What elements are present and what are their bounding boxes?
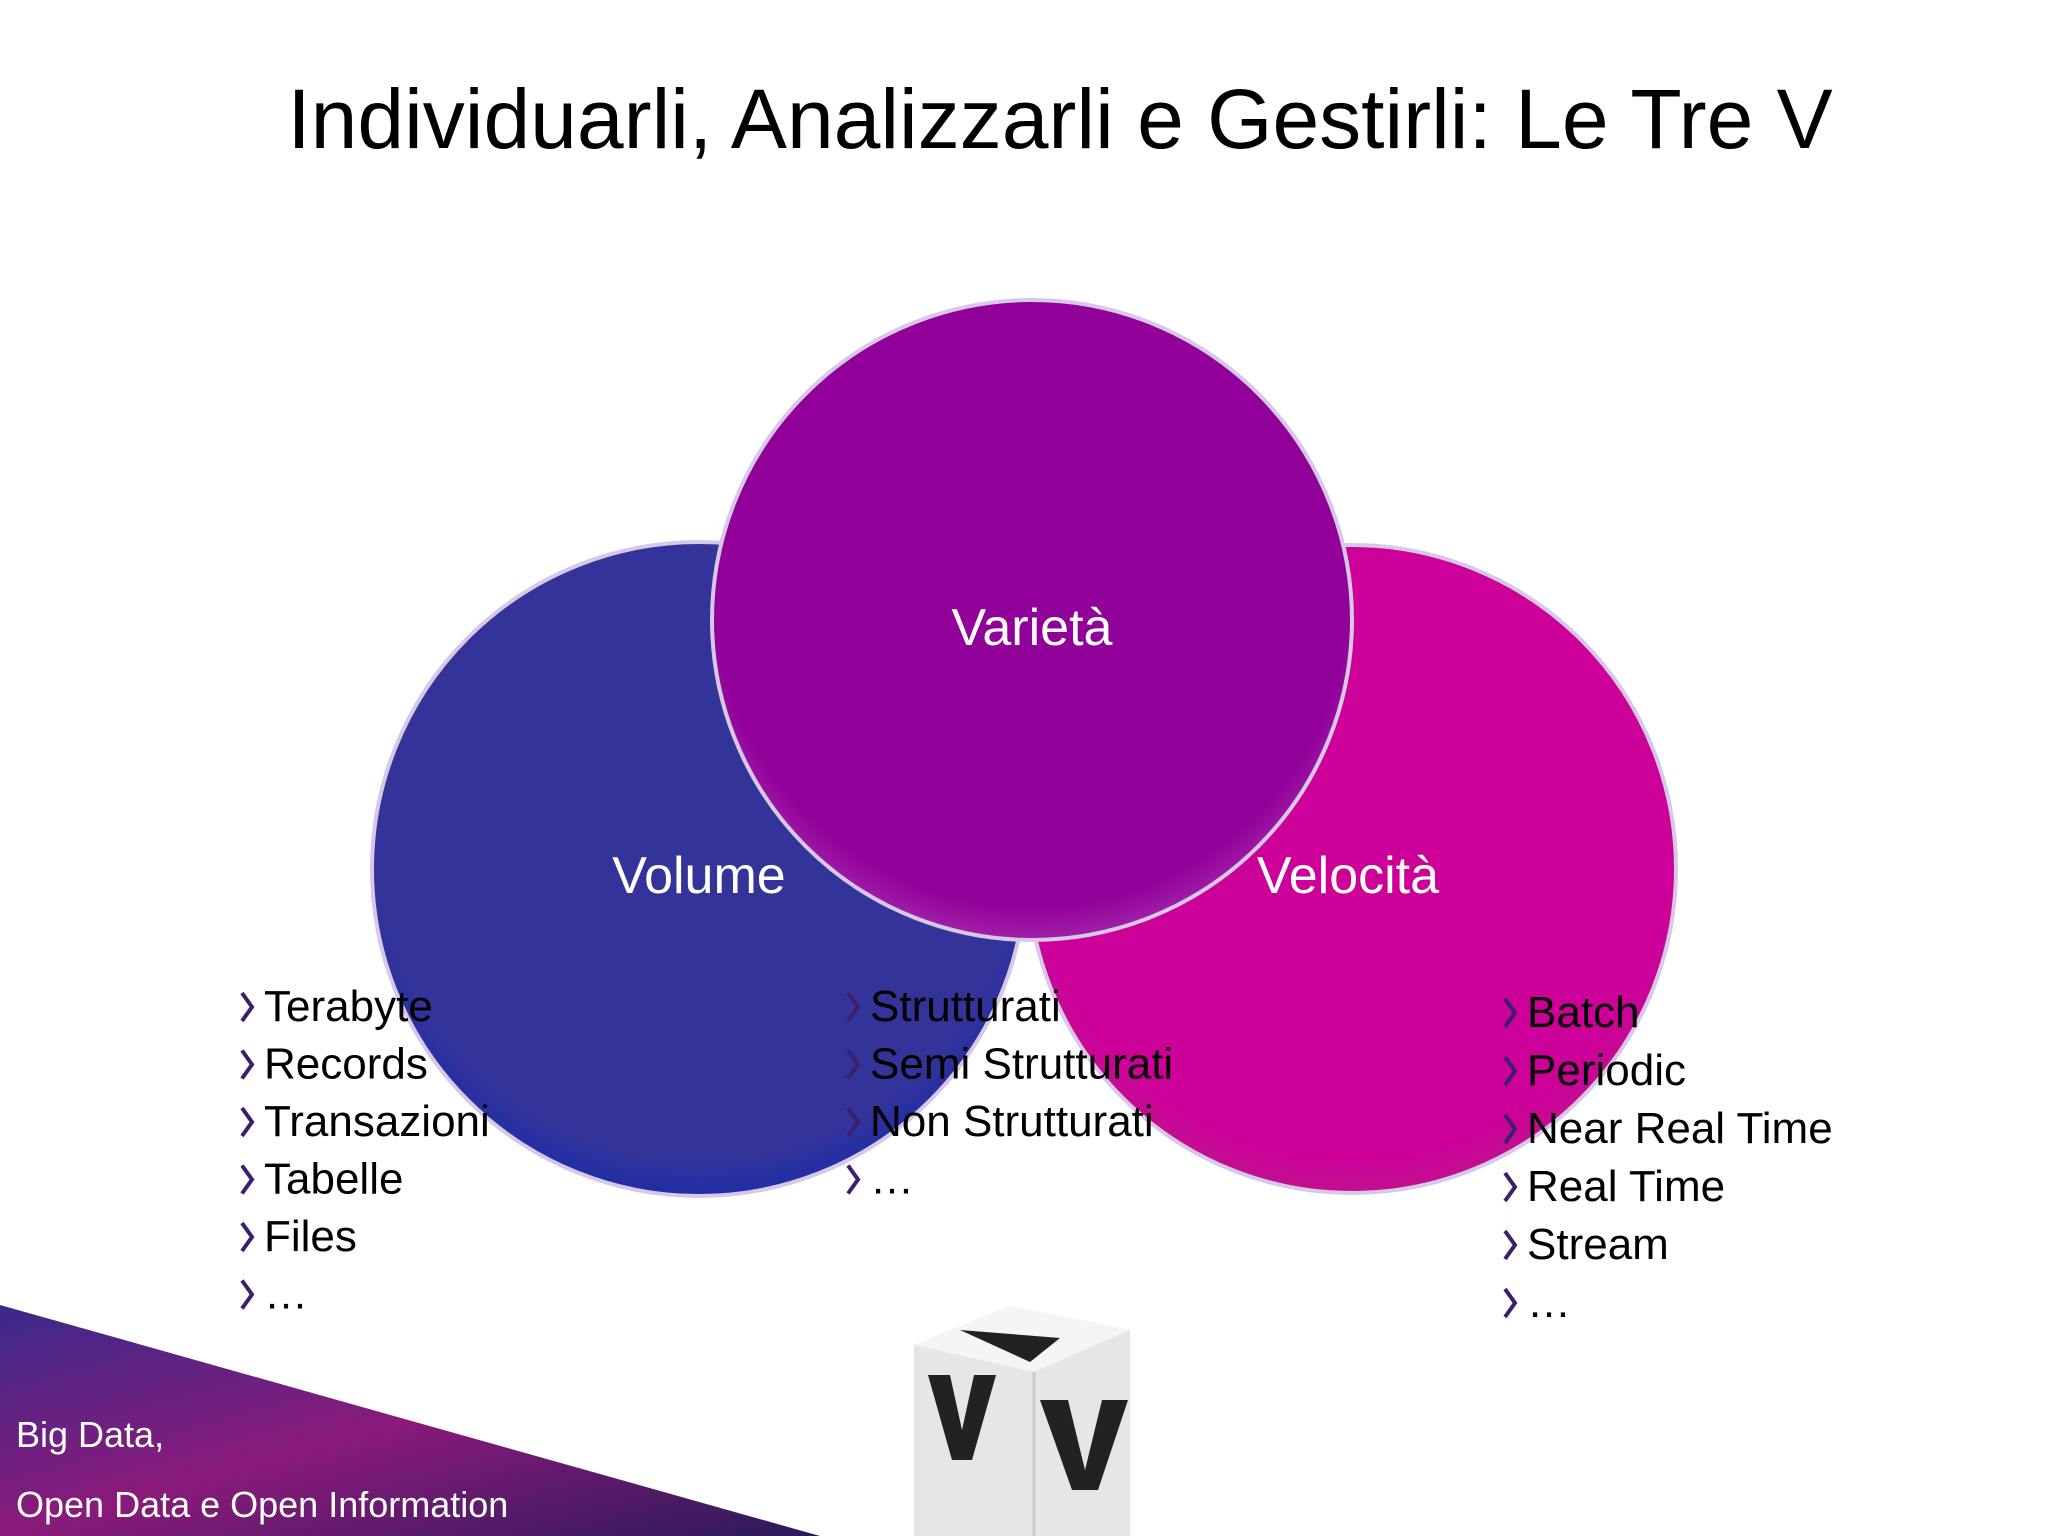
list-item: Near Real Time (1527, 1104, 1833, 1153)
footer-wedge (0, 1305, 820, 1536)
bullet (846, 1106, 861, 1138)
footer-text: Big Data, (16, 1414, 164, 1455)
list-item: Transazioni (264, 1097, 490, 1146)
circle-label: Velocità (1257, 847, 1439, 905)
list-item: Stream (1527, 1220, 1669, 1269)
bullet (240, 1279, 255, 1310)
list-item: Periodic (1527, 1046, 1686, 1095)
bullet (1503, 1287, 1518, 1319)
bullet (846, 991, 861, 1023)
bullet (240, 1221, 255, 1253)
list-item: Real Time (1527, 1162, 1725, 1211)
bullet (240, 1049, 255, 1080)
circle-label: Volume (612, 847, 785, 905)
cube (914, 1306, 1130, 1536)
bullet (1503, 997, 1518, 1029)
bullet (846, 1164, 861, 1195)
list-item: Non Strutturati (870, 1097, 1154, 1146)
bullet (846, 1049, 861, 1080)
list-item: Semi Strutturati (870, 1040, 1173, 1089)
list-item: Batch (1527, 988, 1640, 1037)
list-item: Terabyte (264, 982, 433, 1031)
circle-label: Varietà (952, 599, 1113, 657)
list-item: Strutturati (870, 982, 1061, 1031)
bullet (240, 1164, 255, 1195)
bullet (1503, 1113, 1518, 1145)
list-item: Tabelle (264, 1155, 403, 1204)
list-item: … (264, 1270, 308, 1319)
list-item: Files (264, 1212, 357, 1261)
venn-circle (710, 298, 1354, 942)
bullet (1503, 1055, 1518, 1087)
list-item: … (1527, 1278, 1571, 1327)
list-item: … (870, 1155, 914, 1204)
bullet (1503, 1229, 1518, 1261)
footer-text: Open Data e Open Information (16, 1484, 508, 1525)
bullet (240, 1106, 255, 1138)
slide-title: Individuarli, Analizzarli e Gestirli: Le… (287, 72, 1832, 166)
list-item: Records (264, 1040, 428, 1089)
bullet (1503, 1171, 1518, 1203)
bullet (240, 991, 255, 1023)
